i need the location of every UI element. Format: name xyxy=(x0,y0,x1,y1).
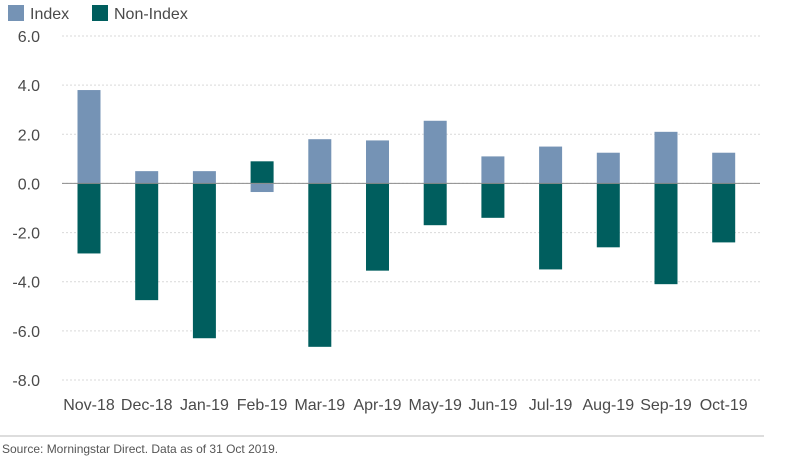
bar-non-index-apr-19 xyxy=(366,183,389,271)
source-note: Source: Morningstar Direct. Data as of 3… xyxy=(2,442,278,456)
legend-swatch-non-index xyxy=(92,5,108,21)
x-tick-label: Mar-19 xyxy=(294,397,345,414)
bar-index-may-19 xyxy=(423,120,447,184)
x-tick-label: Dec-18 xyxy=(121,397,173,414)
bar-index-jun-19 xyxy=(481,156,505,184)
y-tick-label: -2.0 xyxy=(12,226,40,243)
x-tick-label: Oct-19 xyxy=(700,397,748,414)
bar-index-oct-19 xyxy=(712,152,736,184)
bar-non-index-sep-19 xyxy=(654,183,678,285)
bars xyxy=(62,90,760,347)
bar-index-jul-19 xyxy=(539,146,563,184)
x-tick-label: Sep-19 xyxy=(640,397,692,414)
bar-non-index-jun-19 xyxy=(481,183,505,218)
y-tick-label: 6.0 xyxy=(18,29,40,46)
bar-index-mar-19 xyxy=(308,139,332,184)
legend: Index Non-Index xyxy=(8,5,188,23)
bar-non-index-may-19 xyxy=(423,183,447,226)
bar-index-jan-19 xyxy=(192,171,216,184)
bar-index-dec-18 xyxy=(135,171,159,184)
bar-non-index-aug-19 xyxy=(596,183,620,248)
x-tick-label: Jun-19 xyxy=(468,397,517,414)
legend-label-index: Index xyxy=(30,6,69,23)
x-tick-label: Apr-19 xyxy=(353,397,401,414)
bar-index-apr-19 xyxy=(366,140,389,184)
bar-index-nov-18 xyxy=(77,90,101,184)
legend-label-non-index: Non-Index xyxy=(114,6,188,23)
bar-non-index-feb-19 xyxy=(250,161,274,184)
x-tick-label: Nov-18 xyxy=(63,397,115,414)
x-tick-label: Jul-19 xyxy=(529,397,573,414)
y-tick-label: 4.0 xyxy=(18,78,40,95)
y-axis: 6.0 4.0 2.0 0.0 -2.0 -4.0 -6.0 -8.0 xyxy=(12,29,40,390)
y-tick-label: 0.0 xyxy=(18,176,40,193)
legend-swatch-index xyxy=(8,5,24,21)
y-tick-label: -8.0 xyxy=(12,373,40,390)
x-tick-label: Jan-19 xyxy=(180,397,229,414)
bar-non-index-oct-19 xyxy=(712,183,736,243)
y-tick-label: -6.0 xyxy=(12,324,40,341)
bar-index-aug-19 xyxy=(596,152,620,184)
bar-non-index-jan-19 xyxy=(192,183,216,339)
x-tick-label: May-19 xyxy=(409,397,462,414)
bar-index-feb-19 xyxy=(250,183,274,193)
bar-non-index-mar-19 xyxy=(308,183,332,347)
y-tick-label: 2.0 xyxy=(18,127,40,144)
y-tick-label: -4.0 xyxy=(12,275,40,292)
x-tick-label: Aug-19 xyxy=(583,397,635,414)
bar-non-index-jul-19 xyxy=(539,183,563,270)
bar-index-sep-19 xyxy=(654,131,678,184)
x-tick-label: Feb-19 xyxy=(237,397,288,414)
bar-non-index-dec-18 xyxy=(135,183,159,301)
bar-non-index-nov-18 xyxy=(77,183,101,254)
x-axis: Nov-18 Dec-18 Jan-19 Feb-19 Mar-19 Apr-19 May-… xyxy=(63,397,748,414)
